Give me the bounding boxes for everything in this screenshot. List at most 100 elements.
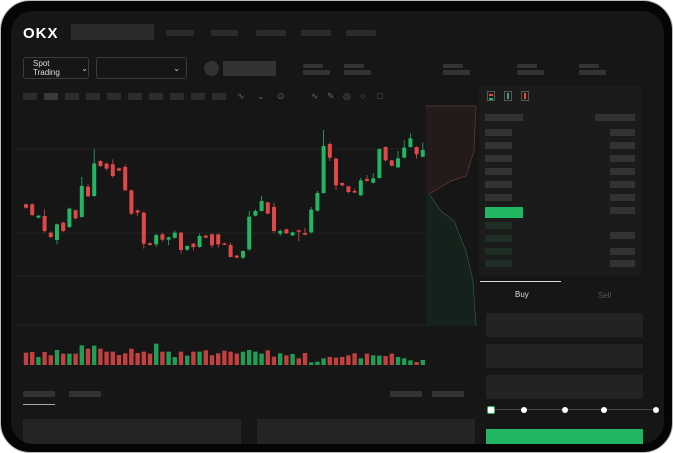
volume-bar (203, 350, 208, 365)
candle-body (185, 246, 190, 250)
candle-body (296, 230, 301, 232)
volume-bar (141, 351, 146, 365)
candle-body (67, 208, 72, 227)
timeframe-button[interactable] (86, 93, 100, 100)
volume-bar (154, 343, 159, 365)
timeframe-button[interactable] (107, 93, 121, 100)
timeframe-button[interactable] (128, 93, 142, 100)
draw-tool-icon[interactable]: ✎ (327, 91, 335, 101)
pair-dropdown[interactable]: ⌄ (96, 57, 187, 79)
volume-bar (172, 357, 177, 365)
buy-submit-button[interactable] (486, 429, 643, 444)
candle-body (117, 168, 121, 171)
candle-body (259, 201, 264, 211)
expand-icon[interactable]: □ (377, 91, 383, 101)
timeframe-button[interactable] (23, 93, 37, 100)
target-icon[interactable]: ◎ (343, 91, 351, 101)
candlestick-chart[interactable] (11, 11, 481, 381)
order-book-both-icon[interactable] (487, 91, 495, 101)
timeframe-button[interactable] (44, 93, 58, 100)
stat-label (517, 64, 537, 68)
settings-icon[interactable]: ⊙ (277, 91, 285, 101)
volume-bar (123, 353, 128, 365)
line-tool-icon[interactable]: ∿ (311, 91, 319, 101)
chart-type-icon[interactable]: ⌄ (257, 91, 265, 101)
tab-open-orders[interactable] (23, 391, 55, 397)
timeframe-button[interactable] (170, 93, 184, 100)
filter-button[interactable] (390, 391, 422, 397)
trading-screen: OKX Spot Trading ⌄ ⌄ ∿ ⌄ ⊙ ∿ ✎ ◎ ○ □ (11, 11, 664, 444)
volume-bar (383, 356, 388, 365)
candle-body (24, 204, 28, 208)
nav-item[interactable] (211, 30, 238, 36)
candle-body (123, 167, 128, 191)
bid-amount (610, 232, 635, 239)
timeframe-button[interactable] (191, 93, 205, 100)
tab-sell[interactable]: Sell (598, 291, 612, 300)
ask-amount (610, 194, 635, 201)
timer-icon[interactable]: ○ (360, 91, 366, 101)
slider-step-50[interactable] (562, 407, 568, 413)
amount-slider-handle[interactable] (487, 406, 495, 414)
volume-bar (327, 357, 332, 365)
stat-label (303, 64, 323, 68)
timeframe-button[interactable] (65, 93, 79, 100)
filter-button[interactable] (432, 391, 464, 397)
candle-body (303, 233, 307, 235)
timeframe-button[interactable] (149, 93, 163, 100)
volume-bar (389, 353, 394, 365)
candle-body (334, 158, 338, 186)
nav-item[interactable] (166, 30, 194, 36)
volume-bar (191, 351, 196, 365)
amount-slider-track[interactable] (493, 409, 656, 410)
tab-order-history[interactable] (69, 391, 101, 397)
nav-item[interactable] (256, 30, 286, 36)
price-input[interactable] (486, 313, 643, 337)
candle-body (203, 235, 208, 238)
total-input[interactable] (486, 375, 643, 399)
timeframe-button[interactable] (212, 93, 226, 100)
candle-body (309, 209, 314, 233)
slider-step-25[interactable] (521, 407, 527, 413)
volume-bar (302, 353, 308, 365)
candle-body (290, 232, 295, 236)
volume-bar (414, 362, 419, 365)
candle-body (321, 146, 326, 193)
candle-body (383, 147, 388, 161)
amount-input[interactable] (486, 344, 643, 368)
candle-body (79, 186, 84, 217)
order-book-buy-icon[interactable] (504, 91, 512, 101)
volume-bar (61, 353, 66, 365)
spot-trading-button[interactable]: Spot Trading ⌄ (23, 57, 89, 79)
stat-value (344, 70, 371, 75)
volume-bar (340, 357, 345, 365)
bid-price (485, 260, 512, 267)
volume-bar (333, 357, 339, 365)
nav-item[interactable] (301, 30, 331, 36)
indicator-icon[interactable]: ∿ (237, 91, 245, 101)
order-book-sell-icon[interactable] (521, 91, 529, 101)
stat-label (443, 64, 463, 68)
slider-step-100[interactable] (653, 407, 659, 413)
ask-amount (610, 168, 635, 175)
last-price (485, 207, 523, 218)
nav-item[interactable] (346, 30, 376, 36)
candle-body (371, 178, 376, 183)
volume-bar (240, 351, 246, 365)
candle-body (346, 186, 351, 192)
candle-body (148, 243, 152, 245)
tab-buy[interactable]: Buy (515, 290, 529, 299)
candle-body (272, 207, 276, 231)
candle-body (278, 231, 283, 234)
candle-body (135, 210, 140, 213)
tab-underline (23, 404, 55, 405)
volume-bar (104, 351, 109, 365)
volume-bar (228, 351, 233, 365)
candle-body (402, 147, 407, 158)
coin-avatar (204, 61, 219, 76)
slider-step-75[interactable] (601, 407, 607, 413)
search-placeholder[interactable] (71, 24, 154, 40)
volume-bar (278, 353, 283, 365)
volume-bar (73, 353, 78, 365)
